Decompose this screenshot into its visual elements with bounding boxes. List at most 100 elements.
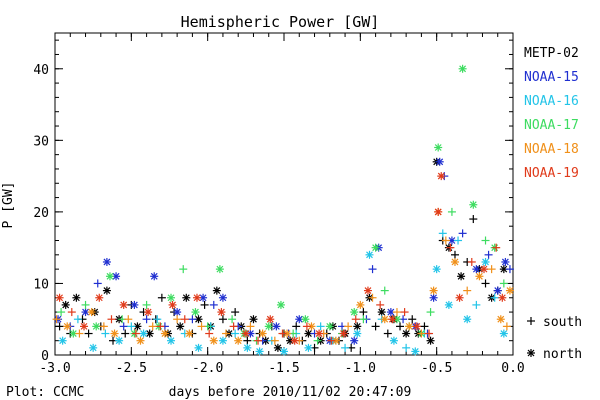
data-point-south: [278, 329, 287, 338]
data-point-south: [142, 300, 151, 309]
data-point-north: [353, 329, 362, 338]
y-tick-label: 20: [33, 206, 49, 221]
data-point-south: [188, 315, 197, 324]
data-point-north: [434, 143, 443, 152]
data-point-south: [359, 308, 368, 317]
x-tick-label: -0.5: [421, 361, 452, 376]
series-noaa-17: [57, 64, 508, 345]
data-point-south: [101, 329, 110, 338]
data-point-south: [505, 265, 514, 274]
data-point-north: [273, 343, 282, 352]
data-point-north: [58, 336, 67, 345]
data-point-south: [200, 300, 209, 309]
data-point-south: [481, 279, 490, 288]
data-point-south: [438, 229, 447, 238]
data-point-north: [496, 315, 505, 324]
legend-entry-noaa-16: NOAA-16: [524, 94, 579, 109]
data-point-north: [144, 308, 153, 317]
data-point-north: [167, 336, 176, 345]
data-point-north: [363, 286, 372, 295]
data-point-north: [176, 322, 185, 331]
y-tick-label: 0: [41, 349, 49, 364]
data-point-north: [450, 257, 459, 266]
data-point-north: [499, 329, 508, 338]
data-point-north: [264, 322, 273, 331]
data-point-south: [383, 329, 392, 338]
data-point-south: [487, 265, 496, 274]
data-point-south: [243, 336, 252, 345]
data-point-south: [121, 329, 130, 338]
data-point-north: [350, 308, 359, 317]
data-point-south: [502, 322, 511, 331]
data-point-south: [270, 336, 279, 345]
data-point-north: [304, 343, 313, 352]
data-point-north: [215, 265, 224, 274]
data-point-south: [359, 315, 368, 324]
legend-entry-noaa-15: NOAA-15: [524, 70, 579, 85]
data-point-north: [501, 257, 510, 266]
data-point-north: [194, 343, 203, 352]
data-point-north: [315, 329, 324, 338]
data-point-north: [102, 257, 111, 266]
data-point-south: [231, 308, 240, 317]
data-point-north: [280, 347, 288, 356]
data-point-north: [89, 343, 98, 352]
x-tick-label: -3.0: [39, 361, 70, 376]
series-noaa-15: [54, 157, 514, 345]
data-point-north: [218, 336, 227, 345]
data-point-south: [499, 279, 508, 288]
data-point-north: [434, 207, 443, 216]
data-point-south: [492, 243, 501, 252]
data-point-north: [388, 315, 397, 324]
data-point-south: [396, 322, 405, 331]
data-point-north: [258, 329, 267, 338]
legend-marker-label-north: north: [543, 347, 582, 362]
data-point-north: [209, 336, 218, 345]
x-tick-label: -1.5: [268, 361, 299, 376]
data-point-south: [246, 322, 255, 331]
data-point-south: [447, 207, 456, 216]
plot-credit: Plot: CCMC: [6, 385, 84, 400]
chart-title: Hemispheric Power [GW]: [181, 13, 380, 31]
data-point-north: [365, 250, 374, 259]
series-noaa-19: [55, 172, 507, 345]
data-point-north: [380, 315, 389, 324]
data-point-south: [57, 308, 66, 317]
data-point-north: [217, 308, 226, 317]
data-point-south: [55, 322, 64, 331]
legend-marker-north: [527, 349, 535, 357]
data-point-north: [110, 329, 119, 338]
data-point-north: [353, 322, 362, 331]
data-point-north: [472, 265, 481, 274]
data-point-north: [192, 293, 201, 302]
data-point-south: [408, 315, 417, 324]
data-point-south: [229, 322, 238, 331]
data-point-south: [469, 215, 478, 224]
x-tick-label: 0.0: [501, 361, 524, 376]
data-point-north: [458, 64, 467, 73]
data-point-north: [272, 322, 281, 331]
data-point-north: [402, 329, 411, 338]
data-point-south: [197, 322, 206, 331]
data-point-south: [81, 300, 90, 309]
y-tick-label: 10: [33, 277, 49, 292]
data-point-south: [446, 243, 455, 252]
data-point-south: [341, 343, 350, 352]
data-point-north: [55, 293, 64, 302]
data-point-north: [426, 336, 435, 345]
data-point-north: [234, 336, 243, 345]
data-point-north: [145, 329, 154, 338]
series-noaa-16: [58, 229, 508, 356]
data-point-north: [429, 286, 438, 295]
data-point-north: [136, 336, 145, 345]
data-point-north: [469, 200, 478, 209]
data-point-south: [490, 293, 499, 302]
data-point-north: [218, 293, 227, 302]
data-point-north: [168, 300, 177, 309]
data-point-north: [119, 300, 128, 309]
y-tick-label: 30: [33, 134, 49, 149]
data-point-south: [420, 322, 429, 331]
data-point-north: [95, 293, 104, 302]
data-point-north: [339, 329, 348, 338]
